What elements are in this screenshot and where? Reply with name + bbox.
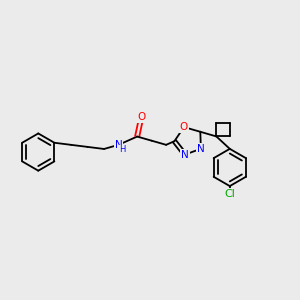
Text: Cl: Cl (224, 189, 235, 200)
Text: H: H (119, 146, 126, 154)
Text: N: N (197, 144, 205, 154)
Text: N: N (181, 150, 189, 160)
Text: O: O (137, 112, 146, 122)
Text: N: N (115, 140, 122, 150)
Text: O: O (180, 122, 188, 132)
